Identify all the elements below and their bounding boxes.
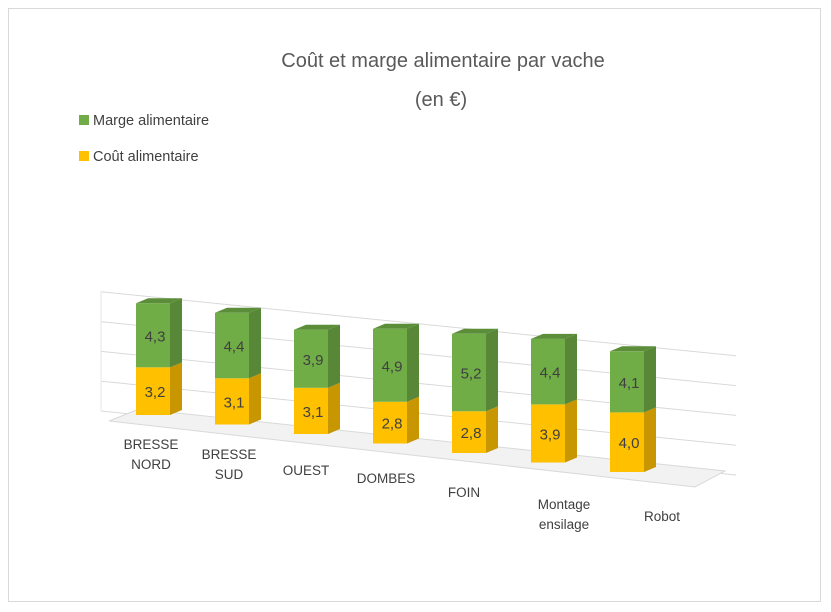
bar-segment [373,328,407,402]
legend: Marge alimentaire Coût alimentaire [79,113,209,165]
category-label: FOIN [448,485,480,500]
bar-segment [610,412,644,472]
chart-subtitle: (en €) [415,89,467,111]
data-label: 4,9 [382,358,403,375]
bar-segment [215,312,249,379]
category-label-line: Montage [538,497,591,512]
category-label-line: BRESSE [124,437,179,452]
category-label-line: DOMBES [357,471,416,486]
legend-label: Marge alimentaire [93,113,209,129]
bar-top [373,323,419,329]
bar-side [249,307,261,379]
bar-side [565,399,577,463]
bars: 3,2 4,3 3,1 4,4 3,1 3,9 2,8 4,9 2,8 5,2 3,9 4,4 4,0 4… [136,298,656,472]
category-label-line: NORD [131,457,171,472]
bar-segment [531,404,565,463]
data-label: 4,4 [224,339,245,356]
bar-top [136,298,182,304]
category-label-line: SUD [215,467,244,482]
bar-segment [373,401,407,444]
bar-segment [294,329,328,388]
bar-side [170,362,182,415]
bar-segment [136,303,170,368]
floor-plane [108,408,727,488]
category-label-line: OUEST [283,463,330,478]
data-label: 3,9 [303,352,324,369]
category-labels: BRESSE NORD BRESSE SUD OUEST DOMBES FOIN Montag… [124,437,681,532]
legend-label: Coût alimentaire [93,149,199,165]
data-label: 4,0 [619,435,640,452]
chart-floor [108,408,727,488]
stacked-bar-chart-3d: Coût et marge alimentaire par vache (en … [79,50,737,532]
bar-side [407,396,419,444]
legend-swatch [79,151,89,161]
data-label: 2,8 [382,416,403,433]
category-label: BRESSE SUD [202,447,257,482]
data-label: 4,3 [145,328,166,345]
data-label: 3,1 [224,394,245,411]
bar-top [215,307,261,313]
category-label: Montage ensilage [538,497,591,532]
bar-segment [610,351,644,413]
bar-segment [215,378,249,425]
category-label-line: FOIN [448,485,480,500]
bar-side [486,406,498,453]
bar-side [170,298,182,368]
legend-swatch [79,115,89,125]
bar-segment [452,411,486,453]
bar-side [644,407,656,472]
bar-segment [452,333,486,412]
bar-top [452,328,498,334]
data-label: 3,2 [145,384,166,401]
chart-frame: Coût et marge alimentaire par vache (en … [8,8,821,602]
category-label-line: BRESSE [202,447,257,462]
bar-side [407,323,419,402]
bar-segment [531,338,565,405]
category-label: DOMBES [357,471,416,486]
category-label: BRESSE NORD [124,437,179,472]
bar-side [486,328,498,412]
bar-side [565,333,577,405]
data-label: 4,4 [540,365,561,382]
bar-top [610,346,656,352]
bar-segment [136,367,170,415]
category-label-line: ensilage [539,517,589,532]
bar-side [249,373,261,425]
bar-side [644,346,656,413]
data-label: 3,1 [303,404,324,421]
data-label: 3,9 [540,426,561,443]
category-label: OUEST [283,463,330,478]
data-label: 4,1 [619,375,640,392]
chart-title: Coût et marge alimentaire par vache [281,50,605,72]
bar-segment [294,387,328,434]
category-label-line: Robot [644,509,680,524]
category-label: Robot [644,509,680,524]
bar-top [294,324,340,330]
data-label: 5,2 [461,366,482,383]
bar-side [328,382,340,434]
data-label: 2,8 [461,425,482,442]
bar-top [531,333,577,339]
bar-side [328,324,340,388]
